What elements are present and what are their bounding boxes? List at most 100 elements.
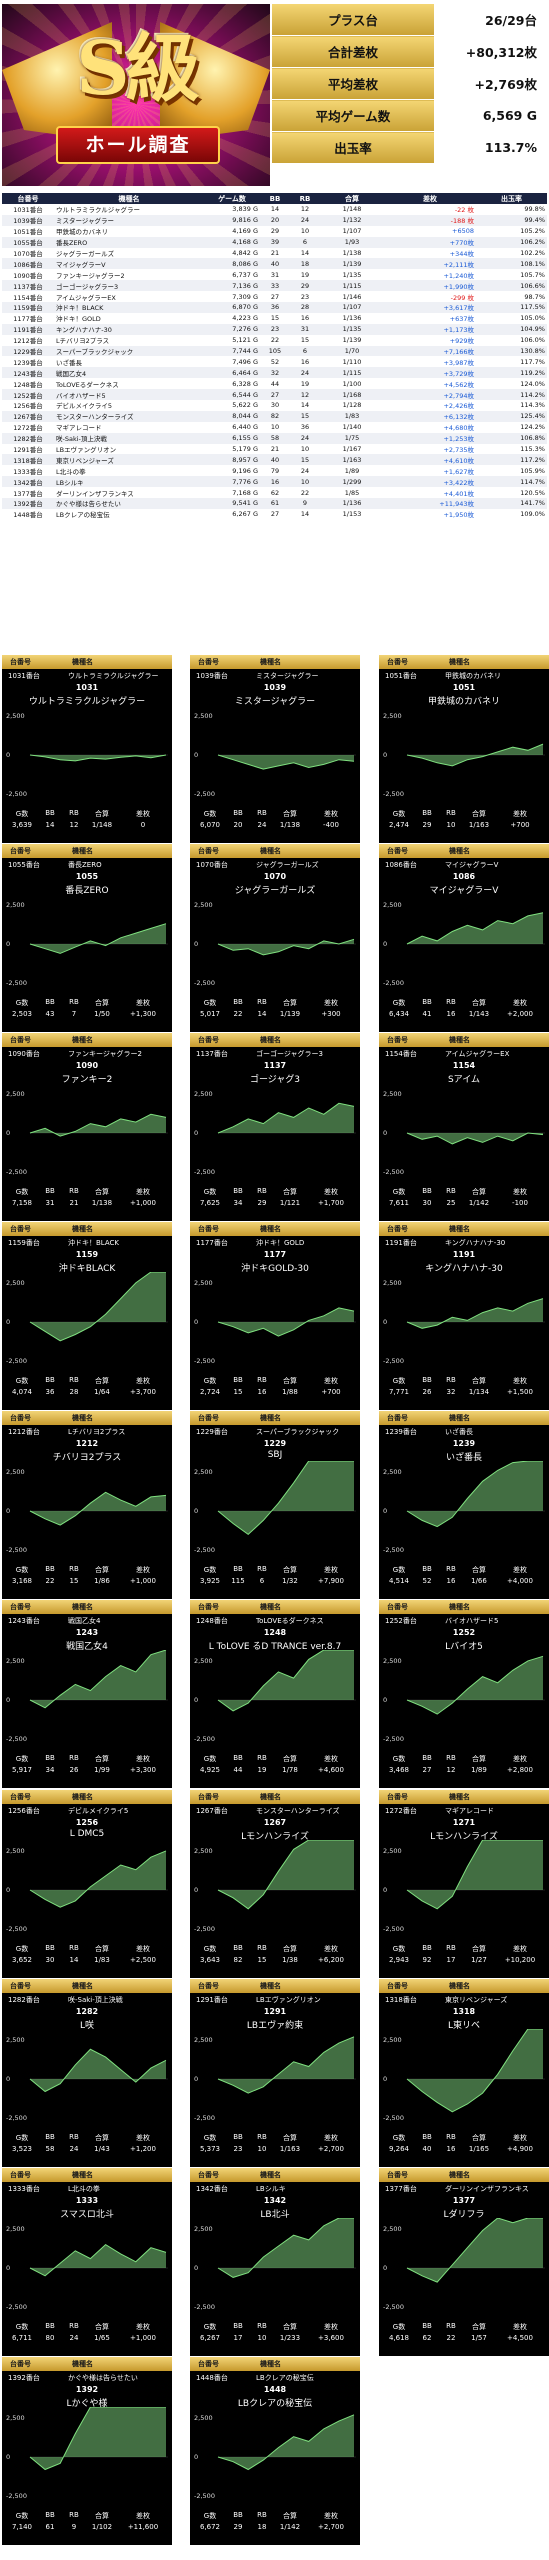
- machine-card[interactable]: 台番号 機種名 1333番台 L北斗の拳 1333 スマスロ北斗 2,500 0 -2,500 G…: [2, 2168, 172, 2356]
- stat-head-games: G数: [203, 1377, 217, 1385]
- machine-card[interactable]: 台番号 機種名 1154番台 アイムジャグラーEX 1154 Sアイム 2,500 0 -2,5…: [379, 1033, 549, 1221]
- card-model-name: Lチバリヨ2プラス: [68, 1428, 126, 1436]
- machine-results-table: 台番号 機種名 ゲーム数 BB RB 合算 差枚 出玉率 1031番台 ウルトラミ…: [2, 193, 547, 520]
- cell-combined: 1/110: [342, 357, 362, 366]
- cell-rb: 14: [300, 510, 310, 519]
- machine-card[interactable]: 台番号 機種名 1177番台 沖ドキ！GOLD 1177 沖ドキGOLD-30 2,500 0…: [190, 1222, 360, 1410]
- machine-card[interactable]: 台番号 機種名 1031番台 ウルトラミラクルジャグラー 1031 ウルトラミラクルジャグ…: [2, 655, 172, 843]
- stat-value-diff: +300: [321, 1010, 341, 1018]
- card-header-name-label: 機種名: [260, 1793, 281, 1801]
- stat-value-bb: 62: [422, 2334, 432, 2342]
- stat-head-rb: RB: [257, 2133, 267, 2141]
- machine-card[interactable]: 台番号 機種名 1229番台 スーパーブラックジャック 1229 SBJ 2,500 0 -2,…: [190, 1411, 360, 1599]
- cell-diff: +7,166枚: [384, 345, 476, 357]
- machine-card[interactable]: 台番号 機種名 1248番台 ToLOVEるダークネス 1248 L ToLOVE るD …: [190, 1600, 360, 1788]
- card-header: 台番号 機種名: [2, 1600, 172, 1614]
- machine-card[interactable]: 台番号 機種名 1086番台 マイジャグラーV 1086 マイジャグラーV 2,500 0 -2…: [379, 844, 549, 1032]
- machine-card[interactable]: 台番号 機種名 1256番台 デビルメイクライ5 1256 L DMC5 2,500 0 -2,…: [2, 1790, 172, 1978]
- stat-head-rb: RB: [257, 1376, 267, 1384]
- card-info-row: 1070番台 ジャグラーガールズ: [190, 858, 360, 870]
- card-stat-values: 5,917 34 26 1/99 +3,300: [2, 1766, 172, 1776]
- cell-diff: +1,990枚: [384, 280, 476, 292]
- stat-head-bb: BB: [422, 2133, 432, 2141]
- series-area: [407, 744, 543, 766]
- card-header-no-label: 台番号: [387, 1036, 408, 1044]
- card-chart-title: ゴージャグ3: [249, 1075, 301, 1085]
- cell-machine-no: 1070番台: [13, 250, 43, 258]
- series-line: [217, 2036, 355, 2094]
- cell-bb: 33: [260, 280, 290, 292]
- stat-head-combined: 合算: [472, 1566, 486, 1574]
- machine-card[interactable]: 台番号 機種名 1051番台 甲鉄城のカバネリ 1051 甲鉄城のカバネリ 2,500 0 -2…: [379, 655, 549, 843]
- machine-card[interactable]: 台番号 機種名 1377番台 ダーリンインザフランキス 1377 Lダリフラ 2,500 0 -…: [379, 2168, 549, 2356]
- cell-model: マイジャグラーV: [54, 258, 204, 270]
- stat-value-diff: 0: [140, 821, 146, 829]
- cell-bb: 58: [260, 432, 290, 444]
- machine-card[interactable]: 台番号 機種名 1318番台 東京リベンジャーズ 1318 L東リベ 2,500 0 -2,50…: [379, 1979, 549, 2167]
- stat-head-rb: RB: [69, 2511, 79, 2519]
- stat-head-combined: 合算: [95, 2134, 109, 2142]
- machine-card[interactable]: 台番号 機種名 1159番台 沖ドキ！BLACK 1159 沖ドキBLACK 2,500 0 -…: [2, 1222, 172, 1410]
- stat-value-games: 4,925: [199, 1766, 221, 1774]
- series-area: [218, 2218, 354, 2278]
- machine-card[interactable]: 台番号 機種名 1137番台 ゴーゴージャグラー3 1137 ゴージャグ3 2,500 0 -2…: [190, 1033, 360, 1221]
- stat-value-diff: +4,900: [507, 2145, 533, 2153]
- cell-games: 4,842 G: [232, 249, 258, 257]
- card-chart-number: 1039: [263, 683, 287, 692]
- y-tick-label-top: 2,500: [383, 2035, 402, 2044]
- stat-value-rb: 14: [257, 1010, 267, 1018]
- stat-value-diff: +1,200: [130, 2145, 156, 2153]
- stat-head-combined: 合算: [283, 1377, 297, 1385]
- card-header-name-label: 機種名: [72, 1982, 93, 1990]
- machine-card[interactable]: 台番号 機種名 1055番台 番長ZERO 1055 番長ZERO 2,500 0 -2,500…: [2, 844, 172, 1032]
- table-row: 1039番台 ミスタージャグラー 9,816 G 20 24 1/132 -188 枚 99.…: [2, 214, 547, 226]
- stat-head-rb: RB: [257, 1565, 267, 1573]
- card-info-row: 1086番台 マイジャグラーV: [379, 858, 549, 870]
- table-row: 1031番台 ウルトラミラクルジャグラー 3,839 G 14 12 1/148 -22 枚…: [2, 204, 547, 215]
- machine-card[interactable]: 台番号 機種名 1282番台 咲-Saki-頂上決戦 1282 L咲 2,500 0 -2,50…: [2, 1979, 172, 2167]
- machine-card[interactable]: 台番号 機種名 1448番台 LBクレアの秘宝伝 1448 LBクレアの秘宝伝 2,500 0…: [190, 2357, 360, 2545]
- machine-card[interactable]: 台番号 機種名 1267番台 モンスターハンターライズ 1267 Lモンハンライズ 2,50…: [190, 1790, 360, 1978]
- y-tick-label-zero: 0: [6, 2453, 11, 2461]
- machine-card[interactable]: 台番号 機種名 1243番台 戦国乙女4 1243 戦国乙女4 2,500 0 -2,500 G数…: [2, 1600, 172, 1788]
- machine-card[interactable]: 台番号 機種名 1239番台 いざ番長 1239 いざ番長 2,500 0 -2,500 G数 BB…: [379, 1411, 549, 1599]
- machine-card[interactable]: 台番号 機種名 1212番台 Lチバリヨ2プラス 1212 チバリヨ2プラス 2,500 0 -…: [2, 1411, 172, 1599]
- machine-card[interactable]: 台番号 機種名 1392番台 かぐや様は告らせたい 1392 Lかぐや様 2,500 0 -2,…: [2, 2357, 172, 2545]
- y-tick-label-zero: 0: [6, 2075, 11, 2083]
- machine-card[interactable]: 台番号 機種名 1191番台 キングハナハナ-30 1191 キングハナハナ-30 2,50…: [379, 1222, 549, 1410]
- stat-head-diff: 差枚: [324, 1755, 338, 1763]
- cell-games: 7,776 G: [204, 476, 260, 488]
- summary-table: プラス台 26/29台 合計差枚 +80,312枚 平均差枚 +2,769枚 平均ゲー…: [272, 4, 547, 164]
- table-row: 1159番台 沖ドキ！BLACK 6,870 G 36 28 1/107 +3,617枚 11…: [2, 302, 547, 313]
- card-header: 台番号 機種名: [2, 1411, 172, 1425]
- machine-card[interactable]: 台番号 機種名 1252番台 バイオハザード5 1252 Lバイオ5 2,500 0 -2,50…: [379, 1600, 549, 1788]
- cell-combined: 1/115: [320, 280, 384, 292]
- machine-card[interactable]: 台番号 機種名 1272番台 マギアレコード 1271 Lモンハンライズ 2,500 0 -2,…: [379, 1790, 549, 1978]
- stat-head-rb: RB: [69, 1944, 79, 1952]
- series-line: [29, 754, 167, 762]
- machine-card[interactable]: 台番号 機種名 1291番台 LBエヴァングリオン 1291 LBエヴァ約束 2,500 0 -…: [190, 1979, 360, 2167]
- cell-bb: 40: [260, 454, 290, 466]
- card-header-name-label: 機種名: [260, 1603, 281, 1611]
- machine-card[interactable]: 台番号 機種名 1342番台 LBシルキ 1342 LB北斗 2,500 0 -2,500 G数 B…: [190, 2168, 360, 2356]
- cell-machine-no: 1272番台: [13, 424, 43, 433]
- machine-card[interactable]: 台番号 機種名 1039番台 ミスタージャグラー 1039 ミスタージャグラー 2,500 0…: [190, 655, 360, 843]
- card-header-no-label: 台番号: [387, 1982, 408, 1990]
- card-header-no-label: 台番号: [387, 1603, 408, 1611]
- y-tick-label-zero: 0: [383, 1507, 388, 1515]
- cell-model: 戦国乙女4: [54, 367, 204, 379]
- table-body: 1031番台 ウルトラミラクルジャグラー 3,839 G 14 12 1/148 -22 枚…: [2, 204, 547, 520]
- y-tick-label-top: 2,500: [194, 711, 213, 720]
- cell-rb: 24: [290, 432, 320, 444]
- card-stat-values: 6,711 80 24 1/65 +1,000: [2, 2334, 172, 2344]
- card-machine-no: 1159番台: [8, 1239, 40, 1247]
- card-trend-chart: [29, 2407, 168, 2471]
- y-tick-label-bottom: -2,500: [6, 2492, 27, 2501]
- stat-head-rb: RB: [446, 2322, 456, 2330]
- card-chart-number: 1055: [75, 872, 99, 881]
- y-tick-label-zero: 0: [383, 1129, 388, 1137]
- card-chart-title: L咲: [79, 2021, 94, 2031]
- machine-card[interactable]: 台番号 機種名 1070番台 ジャグラーガールズ 1070 ジャグラーガールズ 2,500 0…: [190, 844, 360, 1032]
- stat-value-bb: 80: [45, 2334, 55, 2342]
- machine-card[interactable]: 台番号 機種名 1090番台 ファンキージャグラー2 1090 ファンキー2 2,500 0 -…: [2, 1033, 172, 1221]
